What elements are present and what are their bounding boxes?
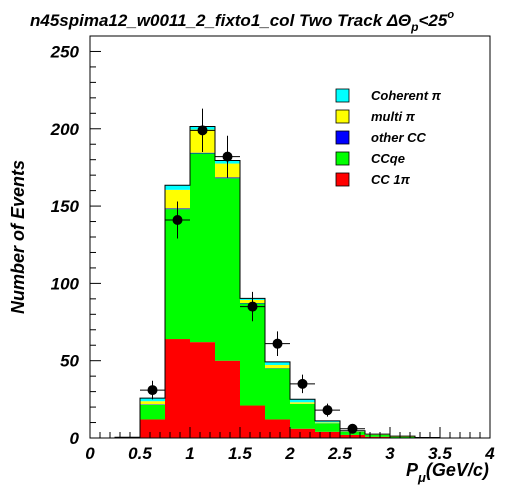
- bar-other-cc-4: [190, 152, 215, 154]
- axes: [89, 35, 491, 439]
- tick-labels: 0 0.5 1 1.5 2 2.5 3 3.5 4 0 50 100 150 200 250: [50, 42, 496, 463]
- chart-title-tail: <25: [419, 11, 448, 30]
- legend-label: other CC: [371, 130, 427, 145]
- data-marker: [247, 301, 258, 312]
- bar-multi--2: [140, 401, 165, 405]
- x-axis-label: Pμ(GeV/c): [406, 460, 489, 485]
- y-tick-label: 150: [51, 197, 80, 216]
- bar-ccqe-4: [190, 153, 215, 343]
- chart-title-main: n45spima12_w0011_2_fixto1_col Two Track …: [30, 11, 411, 30]
- histogram-stack: [90, 125, 490, 439]
- y-tick-label: 50: [60, 352, 79, 371]
- bar-cc-1--5: [215, 360, 240, 438]
- x-axis-label-tail: (GeV/c): [426, 460, 489, 480]
- y-tick-label: 100: [51, 274, 80, 293]
- legend-label: multi π: [371, 109, 416, 124]
- bar-ccqe-7: [265, 368, 290, 420]
- bar-ccqe-12: [390, 436, 415, 438]
- x-tick-label: 2: [284, 444, 295, 463]
- bar-coherent--7: [265, 361, 290, 366]
- bar-cc-1--6: [240, 405, 265, 438]
- x-axis-label-main: P: [406, 460, 419, 480]
- data-point-5: [265, 331, 290, 357]
- data-marker: [147, 385, 158, 396]
- bar-multi--8: [290, 402, 315, 404]
- x-axis-label-sub: μ: [417, 470, 426, 485]
- data-marker: [172, 214, 183, 225]
- legend-swatch: [335, 172, 350, 187]
- bar-coherent--9: [315, 420, 340, 423]
- legend-swatch: [335, 88, 350, 103]
- bar-cc-1--9: [315, 431, 340, 438]
- x-tick-label: 1: [185, 444, 194, 463]
- data-points: [140, 108, 365, 434]
- histogram-outline: [90, 125, 490, 439]
- bar-cc-1--4: [190, 342, 215, 438]
- y-tick-label: 250: [50, 42, 80, 61]
- data-point-8: [340, 423, 365, 434]
- legend-label: CCqe: [371, 151, 405, 166]
- x-tick-label: 1.5: [228, 444, 252, 463]
- x-tick-label: 2.5: [327, 444, 352, 463]
- bar-other-cc-5: [215, 177, 240, 179]
- data-marker: [272, 338, 283, 349]
- chart-title-sub: p: [410, 20, 418, 34]
- bar-ccqe-9: [315, 423, 340, 432]
- data-point-4: [240, 291, 265, 322]
- x-tick-label: 0.5: [128, 444, 152, 463]
- chart-title: n45spima12_w0011_2_fixto1_col Two Track …: [30, 9, 454, 34]
- chart-title-sup: o: [447, 9, 454, 21]
- data-marker: [222, 151, 233, 162]
- legend-swatch: [335, 151, 350, 166]
- data-point-0: [140, 380, 165, 400]
- bar-coherent--2: [140, 398, 165, 402]
- bar-cc-1--8: [290, 428, 315, 438]
- data-point-3: [215, 135, 240, 178]
- bar-coherent--8: [290, 399, 315, 403]
- bar-cc-1--3: [165, 339, 190, 438]
- x-tick-label: 4: [484, 444, 495, 463]
- y-tick-label: 200: [50, 120, 80, 139]
- data-marker: [347, 423, 358, 434]
- bar-ccqe-8: [290, 403, 315, 429]
- bar-ccqe-11: [365, 434, 390, 437]
- bar-cc-1--7: [265, 419, 290, 438]
- y-axis-label: Number of Events: [8, 160, 28, 314]
- x-tick-label: 0: [85, 444, 95, 463]
- bar-cc-1--11: [365, 436, 390, 438]
- bar-cc-1--10: [340, 434, 365, 438]
- bar-cc-1--2: [140, 419, 165, 438]
- data-marker: [197, 125, 208, 136]
- legend: Coherent π multi π other CC CCqe CC 1π: [335, 88, 442, 187]
- legend-label: CC 1π: [371, 172, 411, 187]
- bar-multi--7: [265, 365, 290, 369]
- y-tick-label: 0: [70, 429, 80, 448]
- legend-swatch: [335, 130, 350, 145]
- legend-label: Coherent π: [371, 88, 442, 103]
- bar-coherent--3: [165, 185, 190, 190]
- bar-multi--9: [315, 422, 340, 424]
- bar-ccqe-2: [140, 404, 165, 420]
- x-tick-label: 3: [385, 444, 395, 463]
- bar-ccqe-5: [215, 178, 240, 361]
- data-point-7: [315, 403, 340, 417]
- legend-swatch: [335, 109, 350, 124]
- data-point-1: [165, 201, 190, 239]
- x-tick-label: 3.5: [428, 444, 452, 463]
- data-marker: [297, 378, 308, 389]
- data-marker: [322, 405, 333, 416]
- bar-multi--3: [165, 189, 190, 209]
- data-point-6: [290, 374, 315, 394]
- data-point-2: [190, 108, 215, 152]
